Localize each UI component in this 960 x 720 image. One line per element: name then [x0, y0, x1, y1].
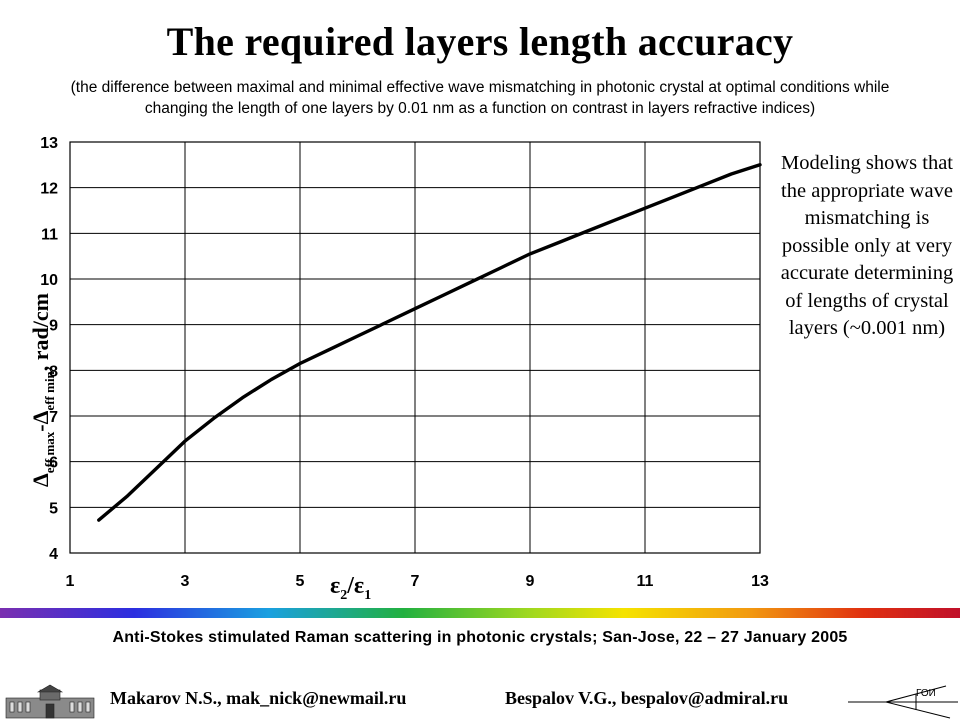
y-tick-label: 7	[49, 409, 58, 426]
series-line	[97, 163, 762, 522]
y-tick-label: 12	[40, 181, 58, 198]
authors-footer: Makarov N.S., mak_nick@newmail.ru Bespal…	[0, 684, 960, 720]
y-tick-label: 11	[41, 226, 58, 243]
y-tick-label: 6	[49, 455, 58, 472]
x-tick-labels: 1 3 5 7 9 11 13	[66, 573, 769, 590]
y-tick-labels: 4 5 6 7 8 9 10 11 12 13	[40, 135, 58, 563]
y-tick-label: 5	[49, 500, 58, 517]
y-axis-label: Δeff max-Δeff min, rad/cm	[28, 293, 57, 487]
goi-logo-icon	[848, 685, 958, 719]
x-tick-label: 13	[751, 573, 769, 590]
side-note: Modeling shows that the appropriate wave…	[780, 152, 954, 339]
x-tick-label: 11	[637, 573, 654, 590]
x-tick-label: 9	[526, 573, 535, 590]
y-tick-label: 4	[49, 546, 58, 563]
x-tick-label: 3	[181, 573, 190, 590]
building-logo-icon	[5, 684, 95, 719]
svg-text:ε2/ε1: ε2/ε1	[330, 573, 371, 603]
author-makarov: Makarov N.S., mak_nick@newmail.ru	[110, 688, 407, 708]
x-tick-label: 7	[411, 573, 420, 590]
svg-text:Δeff max-Δeff min, rad/cm: Δeff max-Δeff min, rad/cm	[28, 293, 57, 487]
page-title: The required layers length accuracy	[166, 19, 794, 64]
y-tick-label: 10	[40, 272, 58, 289]
conference-footer: Anti-Stokes stimulated Raman scattering …	[112, 629, 848, 646]
x-tick-label: 5	[296, 573, 305, 590]
page-subtitle: (the difference between maximal and mini…	[70, 79, 890, 117]
x-axis-label: ε2/ε1	[330, 573, 371, 603]
y-tick-label: 9	[49, 318, 58, 335]
x-tick-label: 1	[66, 573, 75, 590]
chart-grid	[69, 141, 761, 554]
rainbow-divider	[0, 608, 960, 618]
y-tick-label: 13	[40, 135, 58, 152]
y-tick-label: 8	[49, 363, 58, 380]
goi-logo-text: ГОИ	[916, 688, 936, 699]
author-bespalov: Bespalov V.G., bespalov@admiral.ru	[505, 688, 789, 708]
